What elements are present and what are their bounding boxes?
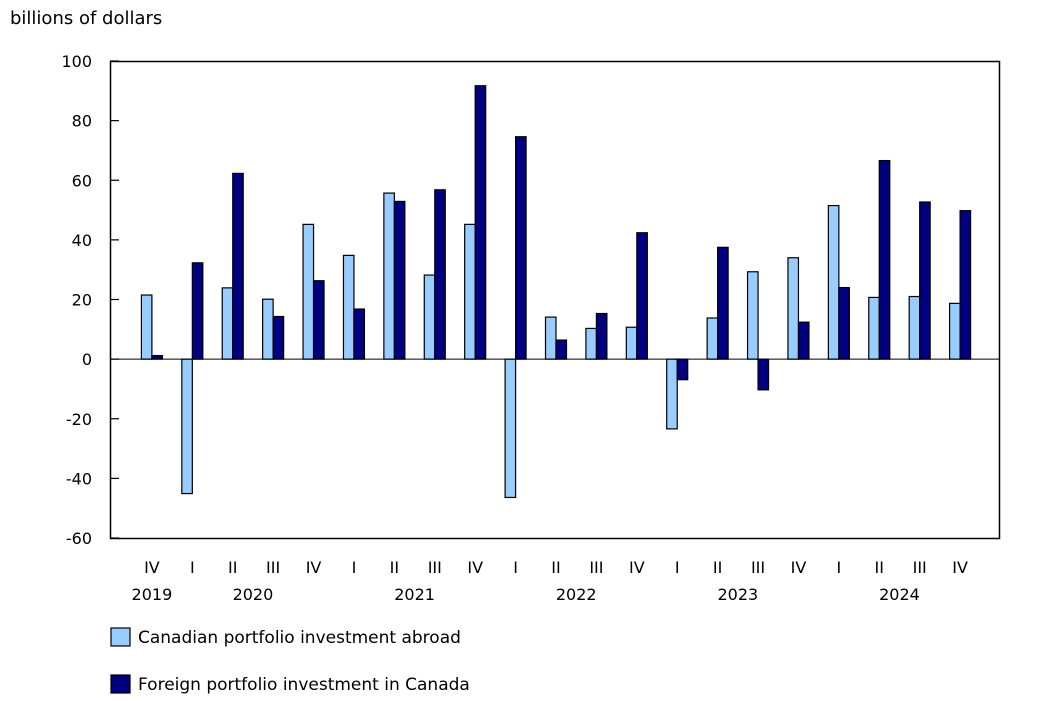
bar-canadian-abroad [666,358,678,430]
plot-frame [109,60,1001,540]
bar-canadian-abroad [787,257,800,360]
bar-canadian-abroad [868,296,880,360]
y-tick-label: 40 [72,231,92,250]
y-tick-label: 0 [82,350,92,369]
bar-canadian-abroad [544,316,557,360]
bar-foreign-in-canada [636,232,648,360]
y-tick-label: 80 [72,112,92,131]
x-tick-label: II [875,558,884,577]
bar-canadian-abroad [302,223,315,360]
legend-label: Foreign portfolio investment in Canada [138,675,470,695]
legend-swatch [110,627,131,647]
x-tick-label: II [551,558,560,577]
year-label: 2024 [879,585,920,604]
bar-foreign-in-canada [434,189,446,360]
y-tick-label: -20 [66,410,92,429]
bar-canadian-abroad [706,317,719,360]
bar-foreign-in-canada [474,85,487,360]
bar-foreign-in-canada [393,200,406,360]
bar-foreign-in-canada [717,246,729,360]
bar-canadian-abroad [140,294,153,360]
bar-canadian-abroad [908,295,921,360]
x-tick-label: III [266,558,280,577]
bar-canadian-abroad [383,192,395,360]
bar-foreign-in-canada [514,136,527,360]
x-tick-label: IV [952,558,968,577]
y-axis: 100 80 60 40 20 0 -20 -40 -60 [61,52,119,548]
y-axis-label: billions of dollars [10,8,162,29]
bar-canadian-abroad [342,254,355,360]
bar-canadian-abroad [827,204,840,360]
legend: Canadian portfolio investment abroad Fore… [110,627,470,695]
y-tick-label: -60 [66,529,92,548]
bar-canadian-abroad [504,358,517,499]
x-tick-label: IV [629,558,645,577]
x-tick-label: IV [144,558,160,577]
x-tick-label: II [713,558,722,577]
year-label: 2020 [233,585,274,604]
x-tick-label: IV [467,558,483,577]
bar-foreign-in-canada [797,321,810,360]
y-tick-label: 20 [72,291,92,310]
bar-foreign-in-canada [757,358,770,391]
y-tick-label: 100 [61,52,92,71]
bar-foreign-in-canada [676,358,689,381]
y-tick-label: 60 [72,171,92,190]
bar-canadian-abroad [423,274,436,360]
bar-foreign-in-canada [272,315,285,360]
x-tick-label: I [837,558,842,577]
bar-canadian-abroad [948,302,961,360]
bar-canadian-abroad [181,358,193,495]
x-tick-label: II [228,558,237,577]
year-label: 2019 [132,585,173,604]
bar-canadian-abroad [625,326,638,360]
x-tick-label: I [352,558,357,577]
bar-foreign-in-canada [959,210,972,360]
x-tick-label: III [751,558,765,577]
x-tick-label: III [913,558,927,577]
bar-canadian-abroad [221,287,234,360]
x-tick-label: IV [791,558,807,577]
year-label: 2022 [556,585,597,604]
bar-canadian-abroad [464,223,476,360]
y-tick-label: -40 [66,469,92,488]
legend-swatch [110,674,131,694]
x-tick-label: II [390,558,399,577]
bar-foreign-in-canada [919,201,931,360]
bar-foreign-in-canada [838,286,850,360]
year-label: 2021 [394,585,435,604]
bar-foreign-in-canada [353,308,366,360]
bar-canadian-abroad [746,271,759,360]
x-tick-label: IV [306,558,322,577]
x-tick-label: I [675,558,680,577]
x-tick-label: I [513,558,518,577]
x-tick-label: III [589,558,603,577]
bar-foreign-in-canada [232,172,244,360]
bar-foreign-in-canada [878,159,891,360]
year-label: 2023 [717,585,758,604]
bar-foreign-in-canada [555,339,568,360]
bar-canadian-abroad [585,327,598,360]
bar-foreign-in-canada [191,262,204,360]
x-tick-label: III [428,558,442,577]
bar-foreign-in-canada [312,280,325,360]
x-axis: IV I II III IV I II III IV I II III IV I II III IV I II III… [132,558,968,604]
x-tick-label: I [190,558,195,577]
bar-canadian-abroad [262,298,274,360]
bar-foreign-in-canada [151,354,164,360]
bar-foreign-in-canada [595,312,608,360]
legend-label: Canadian portfolio investment abroad [138,628,461,648]
bars [110,85,999,499]
